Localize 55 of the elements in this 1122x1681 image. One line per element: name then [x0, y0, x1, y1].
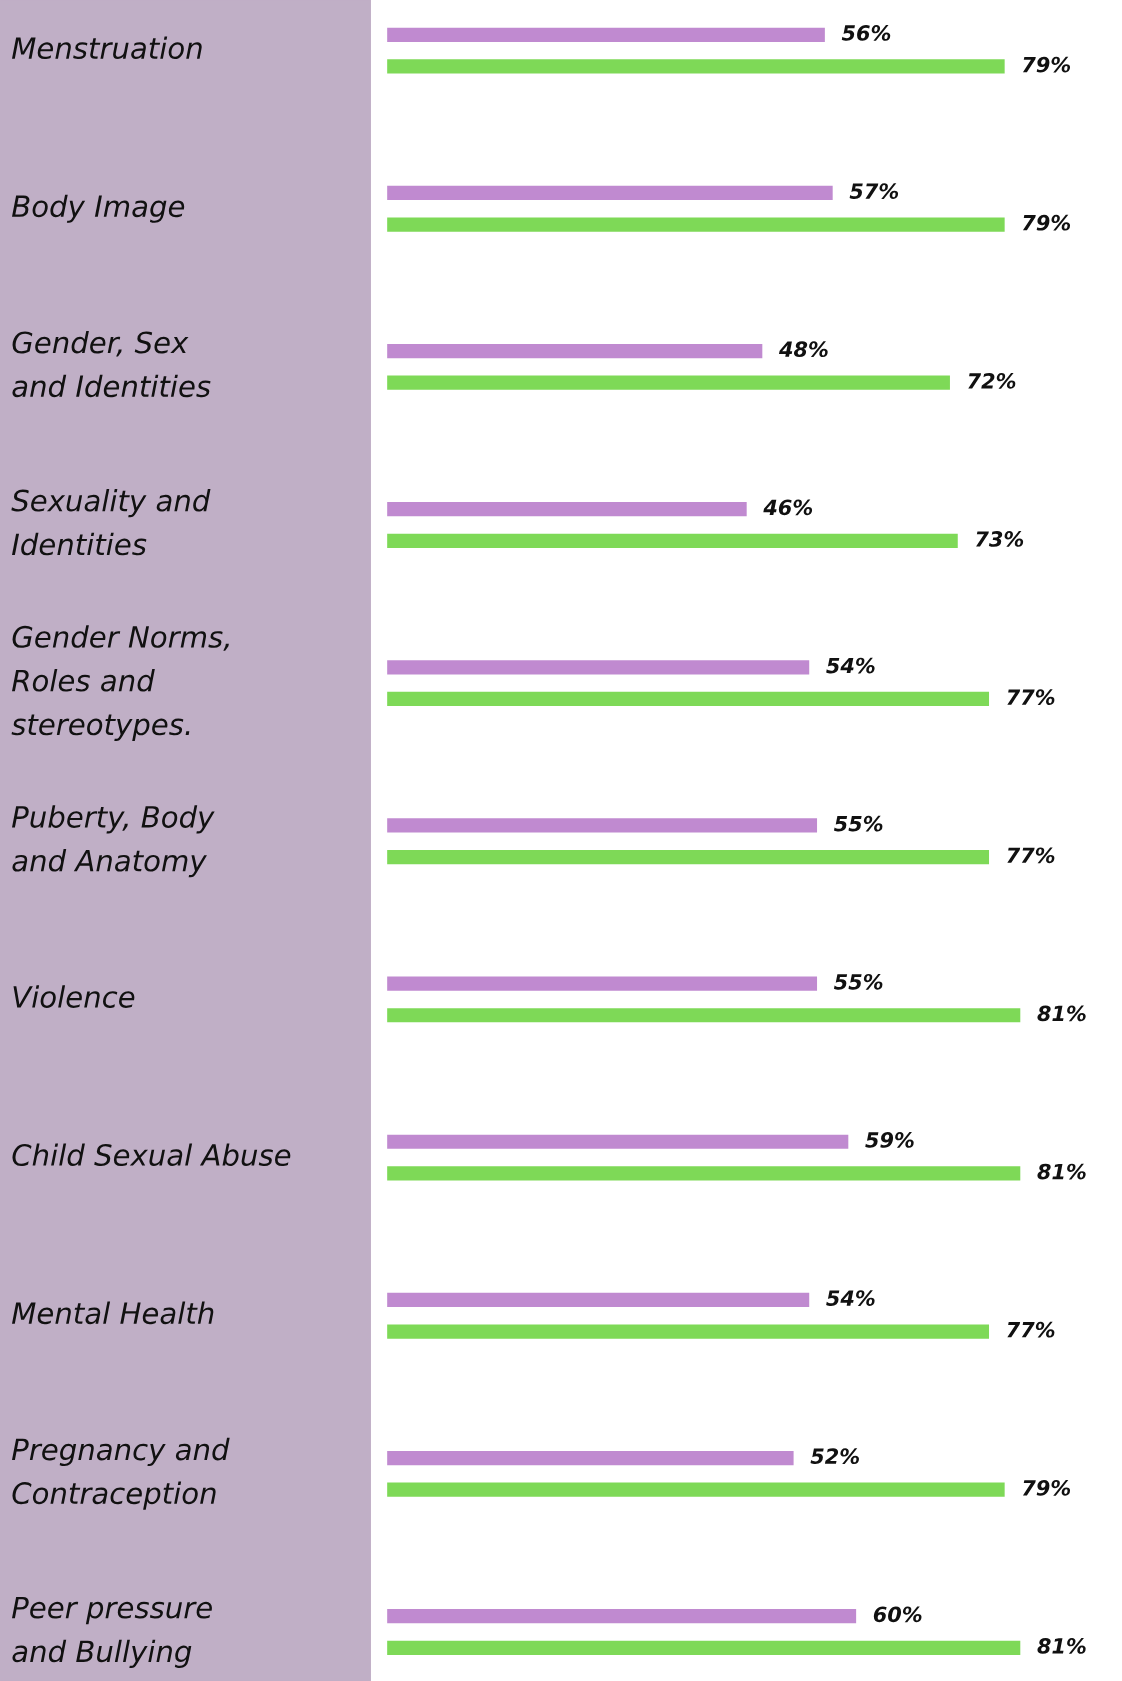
- data-label: 79%: [1022, 1479, 1071, 1496]
- data-label: 79%: [1022, 214, 1071, 231]
- bar: [387, 59, 1005, 74]
- bar: [387, 502, 747, 517]
- bar: [387, 533, 958, 548]
- bar: [387, 1609, 857, 1624]
- data-label: 77%: [1007, 1321, 1055, 1338]
- bar: [387, 1134, 849, 1149]
- y-tick-label: Violence: [13, 985, 135, 1008]
- y-tick-label: Child Sexual Abuse: [12, 1143, 291, 1167]
- data-label: 73%: [976, 531, 1024, 547]
- y-tick-label: Mental Health: [12, 1301, 214, 1325]
- bar: [387, 1008, 1021, 1023]
- data-label: 81%: [1037, 1005, 1086, 1022]
- bar: [387, 217, 1005, 232]
- bar: [387, 1166, 1021, 1181]
- bar: [387, 1640, 1021, 1655]
- data-label: 54%: [826, 1290, 875, 1306]
- data-label: 52%: [810, 1448, 859, 1465]
- y-tick-label: Menstruation: [12, 36, 202, 60]
- data-label: 81%: [1037, 1163, 1086, 1180]
- data-label: 56%: [841, 25, 891, 41]
- data-label: 55%: [833, 815, 883, 832]
- bar: [387, 343, 763, 359]
- y-tick-label: Pregnancy and Contraception: [12, 1437, 230, 1510]
- bar: [387, 1324, 990, 1339]
- data-label: 54%: [826, 657, 875, 674]
- y-tick-label: Puberty, Body and Anatomy: [12, 805, 215, 878]
- bar: [387, 1450, 794, 1466]
- data-label: 57%: [849, 183, 899, 199]
- bar: [387, 976, 818, 991]
- data-label: 48%: [778, 341, 828, 358]
- data-label: 81%: [1037, 1638, 1086, 1654]
- bar: [387, 818, 818, 833]
- y-tick-label: Gender Norms, Roles and stereotypes.: [11, 625, 229, 742]
- data-label: 77%: [1007, 847, 1055, 864]
- y-tick-label: Peer pressure and Bullying: [12, 1596, 212, 1668]
- data-label: 77%: [1007, 689, 1055, 706]
- data-label: 60%: [873, 1606, 922, 1623]
- y-tick-label: Sexuality and Identities: [11, 489, 211, 556]
- data-label: 79%: [1022, 56, 1071, 73]
- bar: [387, 27, 825, 42]
- bar: [387, 1482, 1005, 1497]
- data-label: 59%: [865, 1132, 914, 1148]
- data-label: 72%: [968, 372, 1016, 389]
- bar: [387, 660, 810, 675]
- bar: [387, 1292, 810, 1308]
- bar: [387, 375, 950, 390]
- bar: [387, 185, 833, 201]
- data-label: 55%: [833, 973, 883, 990]
- bar: [387, 849, 990, 865]
- y-tick-label: Gender, Sex and Identities: [12, 330, 211, 398]
- data-label: 46%: [763, 499, 813, 516]
- bar: [387, 691, 990, 707]
- y-tick-label: Body Image: [12, 194, 185, 223]
